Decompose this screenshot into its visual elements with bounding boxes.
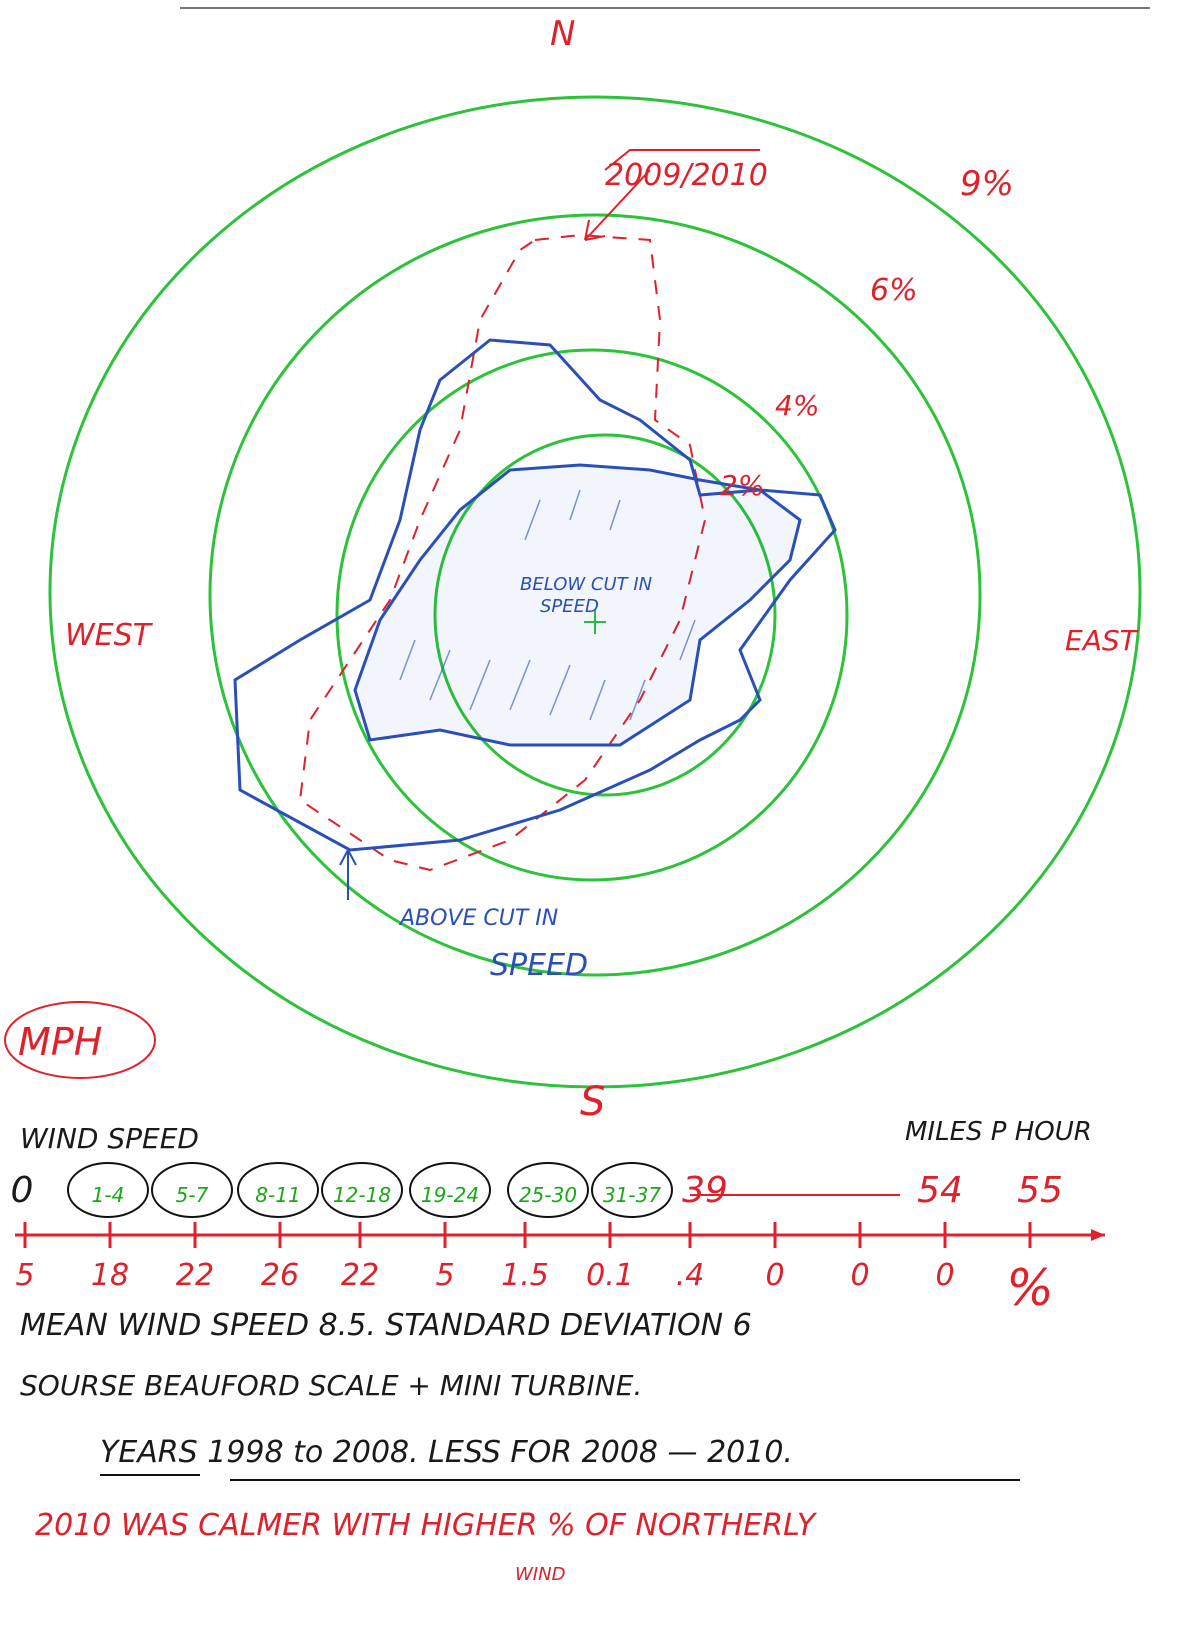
speed-label: 54 xyxy=(917,1170,963,1211)
outline-2009-2010 xyxy=(298,233,707,872)
mph-badge xyxy=(4,1001,156,1079)
speed-label: 5-7 xyxy=(176,1183,209,1207)
percent-label: 0 xyxy=(850,1258,869,1293)
speed-circle xyxy=(237,1162,319,1218)
period-label: 2009/2010 xyxy=(605,158,768,193)
outer-label: SPEED xyxy=(490,948,588,983)
north-label: N xyxy=(550,14,575,54)
speed-label: 31-37 xyxy=(603,1183,661,1207)
ring-label: 9% xyxy=(960,164,1014,204)
speed-circle xyxy=(507,1162,589,1218)
speed-label: 55 xyxy=(1017,1170,1063,1211)
speed-label: 39 xyxy=(682,1170,728,1211)
speed-label: 0 xyxy=(11,1170,34,1211)
ring-label: 2% xyxy=(720,469,764,502)
scale-labels: 0 1-4 5-7 8-11 12-18 19-24 25-30 31-37 39 54 555 18… xyxy=(11,1162,1063,1317)
west-label: WEST xyxy=(65,618,154,653)
percent-label: 5 xyxy=(15,1258,34,1293)
percent-label: 5 xyxy=(435,1258,454,1293)
period-underline xyxy=(604,149,760,171)
scale-right-title: MILES P HOUR xyxy=(905,1117,1092,1147)
inner-label: BELOW CUT IN xyxy=(520,574,652,595)
percent-label: 1.5 xyxy=(501,1258,549,1293)
speed-circle xyxy=(591,1162,673,1218)
above-cut-in-outline xyxy=(233,338,837,852)
percent-label: .4 xyxy=(676,1258,705,1293)
scale-left-title: WIND SPEED xyxy=(20,1122,199,1155)
speed-circle xyxy=(151,1162,233,1218)
outer-label: ABOVE CUT IN xyxy=(398,906,558,931)
percent-label: 0 xyxy=(935,1258,954,1293)
ring-6 xyxy=(208,213,982,977)
ring-4 xyxy=(335,348,849,882)
note: 2010 WAS CALMER WITH HIGHER % OF NORTHER… xyxy=(35,1508,818,1543)
ring-label: 6% xyxy=(870,273,918,308)
percent-label: 22 xyxy=(341,1258,379,1293)
percent-label: 0.1 xyxy=(586,1258,634,1293)
percent-label: 18 xyxy=(91,1258,129,1293)
speed-circle xyxy=(409,1162,491,1218)
east-label: EAST xyxy=(1065,624,1139,657)
south-label: S xyxy=(580,1079,605,1125)
scale-arrow xyxy=(1091,1229,1105,1241)
mph-label: MPH xyxy=(18,1020,102,1064)
percent-label: 26 xyxy=(261,1258,299,1293)
ring-9 xyxy=(48,95,1142,1089)
speed-label: 8-11 xyxy=(255,1183,300,1207)
hatching xyxy=(399,489,696,721)
speed-label: 1-4 xyxy=(92,1183,125,1207)
speed-label: 12-18 xyxy=(333,1183,391,1207)
speed-circle xyxy=(321,1162,403,1218)
speed-circle xyxy=(67,1162,149,1218)
outer-arrow xyxy=(339,849,357,900)
percent-label: 22 xyxy=(176,1258,214,1293)
ring-2 xyxy=(433,433,777,797)
period-arrow xyxy=(584,169,651,241)
note: YEARS 1998 to 2008. LESS FOR 2008 — 2010… xyxy=(100,1435,793,1470)
inner-label: SPEED xyxy=(540,596,599,617)
note: MEAN WIND SPEED 8.5. STANDARD DEVIATION … xyxy=(20,1308,752,1343)
ring-label: 4% xyxy=(775,389,819,422)
rings xyxy=(48,95,1142,1089)
below-cut-in-outline xyxy=(353,463,802,747)
note: SOURSE BEAUFORD SCALE + MINI TURBINE. xyxy=(20,1369,642,1402)
center-cross xyxy=(584,610,606,634)
percent-label: 0 xyxy=(765,1258,784,1293)
speed-label: 19-24 xyxy=(421,1183,479,1207)
percent-label: % xyxy=(1006,1259,1054,1317)
note: WIND xyxy=(515,1564,565,1585)
speed-label: 25-30 xyxy=(519,1183,577,1207)
